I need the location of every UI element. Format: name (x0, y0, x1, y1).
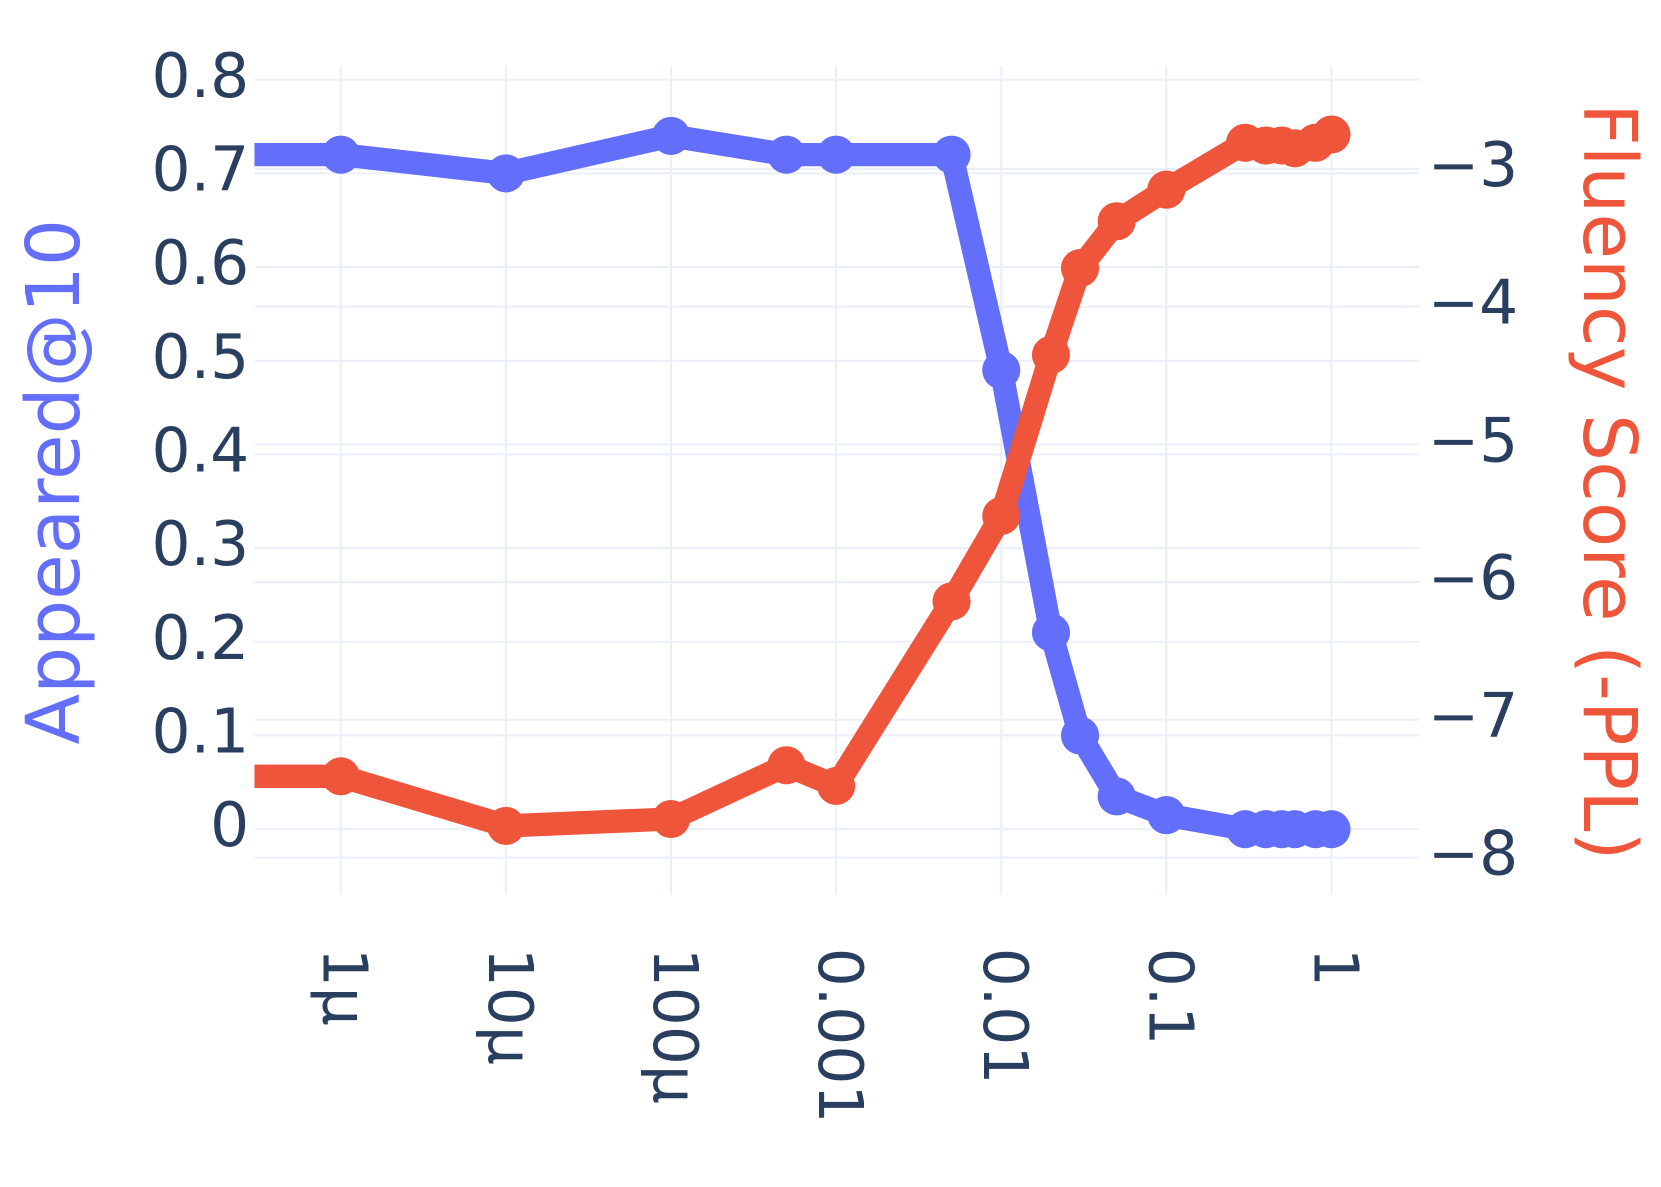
x-tick-label: 0.1 (1134, 948, 1205, 1046)
y2-axis-title: Fluency Score (-PPL) (1566, 103, 1652, 860)
x-tick-label: 0.001 (804, 948, 875, 1124)
y-tick-label: 0 (210, 790, 249, 861)
x-tick-label: 0.01 (969, 948, 1040, 1085)
series-line (254, 124, 1332, 841)
point (932, 582, 971, 621)
y2-tick-label: −3 (1428, 130, 1519, 201)
point (1097, 777, 1136, 816)
y2-tick-label: −8 (1428, 819, 1519, 890)
point (982, 351, 1021, 390)
point (1312, 115, 1351, 154)
point (486, 806, 525, 845)
x-tick-label: 1μ (309, 948, 380, 1026)
point (932, 135, 971, 174)
point (767, 135, 806, 174)
point (817, 135, 856, 174)
y-tick-label: 0.6 (152, 228, 250, 299)
point (321, 757, 360, 796)
y-tick-label: 0.2 (152, 603, 250, 674)
y2-tick-label: −6 (1428, 543, 1519, 614)
y2-tick-label: −7 (1428, 681, 1519, 752)
y-tick-label: 0.3 (152, 509, 250, 580)
y-tick-label: 0.5 (152, 322, 250, 393)
y-tick-label: 0.4 (152, 416, 250, 487)
point (767, 746, 806, 785)
point (1060, 249, 1100, 288)
y2-tick-label: −5 (1428, 405, 1519, 476)
point (1312, 810, 1351, 849)
series-line (254, 124, 1337, 838)
point (1147, 796, 1186, 835)
point (321, 135, 360, 174)
point (1031, 613, 1071, 652)
plot-area (254, 115, 1351, 849)
y-tick-label: 0.7 (152, 134, 250, 205)
point (1060, 716, 1100, 755)
point (817, 766, 856, 806)
point (1147, 170, 1186, 209)
point (1031, 335, 1071, 374)
y-tick-label: 0.8 (152, 41, 250, 112)
y2-tick-label: −4 (1428, 268, 1519, 339)
y-axis-title: Appeared@10 (11, 219, 97, 745)
point (1097, 202, 1136, 241)
x-tick-label: 100μ (639, 948, 710, 1104)
point (651, 116, 691, 155)
point (651, 799, 691, 839)
point (982, 496, 1021, 536)
x-tick-label: 1 (1299, 948, 1370, 987)
y-tick-label: 0.1 (152, 697, 250, 768)
point (486, 154, 525, 193)
x-tick-label: 10μ (474, 948, 545, 1065)
